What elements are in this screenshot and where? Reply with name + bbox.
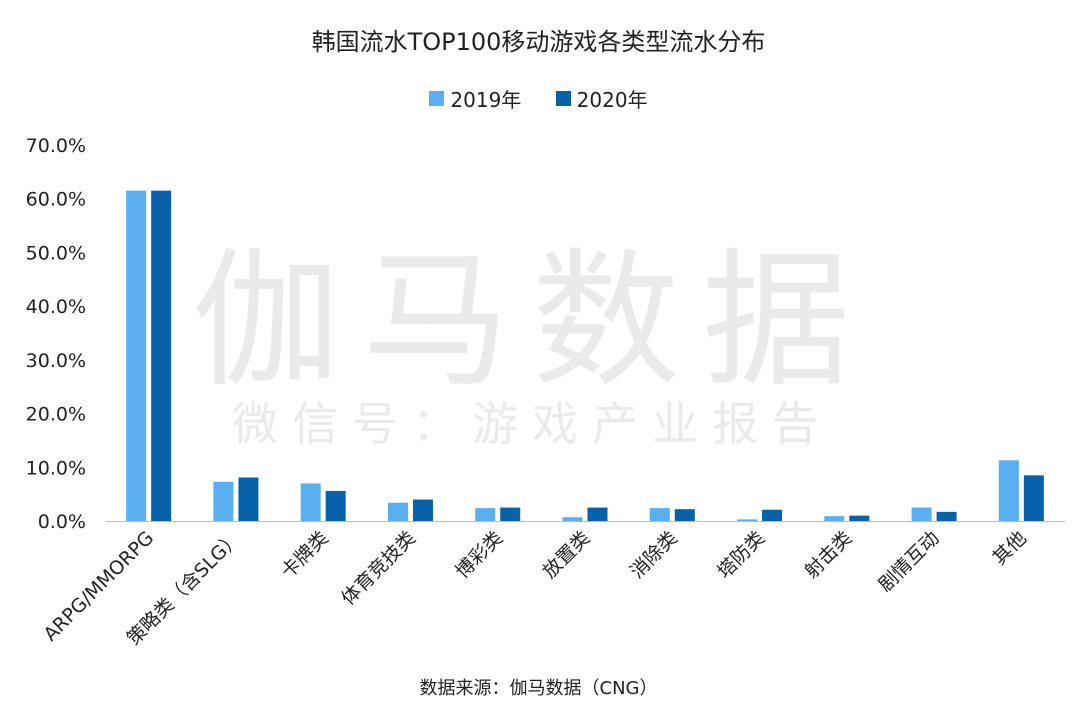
bar-2020 [674, 509, 695, 521]
bar-2020 [500, 507, 521, 521]
bar-2020 [849, 515, 870, 521]
source-note: 数据来源：伽马数据（CNG） [419, 678, 658, 699]
legend-label-2020: 2020年 [576, 88, 648, 112]
bar-2019 [126, 190, 147, 521]
y-tick-label: 30.0% [26, 350, 86, 372]
y-tick-label: 50.0% [26, 242, 86, 264]
bar-2019 [649, 508, 670, 521]
x-tick-label: 体育竞技类 [337, 527, 420, 610]
x-tick-label: 博彩类 [451, 527, 507, 583]
x-tick-label: 其他 [988, 527, 1030, 569]
bar-2020 [762, 509, 783, 521]
y-tick-label: 60.0% [26, 189, 86, 211]
y-axis: 0.0% 10.0% 20.0% 30.0% 40.0% 50.0% 60.0% 70.0% [26, 135, 86, 533]
y-tick-label: 0.0% [38, 511, 86, 533]
bars [126, 190, 1044, 521]
x-tick-label: 放置类 [539, 527, 595, 583]
x-tick-label: 剧情互动 [874, 527, 943, 596]
bar-2019 [300, 483, 321, 521]
bar-2020 [325, 490, 346, 521]
bar-2020 [1023, 475, 1044, 521]
legend-swatch-2020 [555, 91, 571, 106]
y-tick-label: 40.0% [26, 296, 86, 318]
y-tick-label: 10.0% [26, 457, 86, 479]
bar-2019 [737, 519, 758, 521]
bar-2019 [824, 516, 845, 521]
y-tick-label: 70.0% [26, 135, 86, 157]
bar-2020 [238, 477, 259, 521]
x-tick-label: 塔防类 [713, 527, 769, 583]
legend-swatch-2019 [429, 91, 445, 106]
legend-item-2020: 2020年 [555, 84, 648, 113]
legend-label-2019: 2019年 [450, 88, 522, 112]
chart-title: 韩国流水TOP100移动游戏各类型流水分布 [311, 28, 766, 56]
bar-2020 [936, 511, 957, 521]
bar-2019 [475, 508, 496, 521]
bar-2020 [587, 507, 608, 521]
bar-2020 [412, 499, 433, 521]
bar-2019 [562, 517, 583, 521]
x-tick-label: 消除类 [626, 527, 682, 583]
bar-2019 [213, 481, 234, 521]
x-tick-label: 卡牌类 [277, 527, 333, 583]
bar-2019 [911, 507, 932, 521]
bar-2019 [387, 502, 408, 521]
legend: 2019年 2020年 [0, 84, 1077, 113]
bar-2019 [998, 460, 1019, 521]
y-tick-label: 20.0% [26, 404, 86, 426]
x-tick-label: 射击类 [800, 527, 856, 583]
legend-item-2019: 2019年 [429, 84, 521, 113]
bar-2020 [151, 190, 172, 521]
